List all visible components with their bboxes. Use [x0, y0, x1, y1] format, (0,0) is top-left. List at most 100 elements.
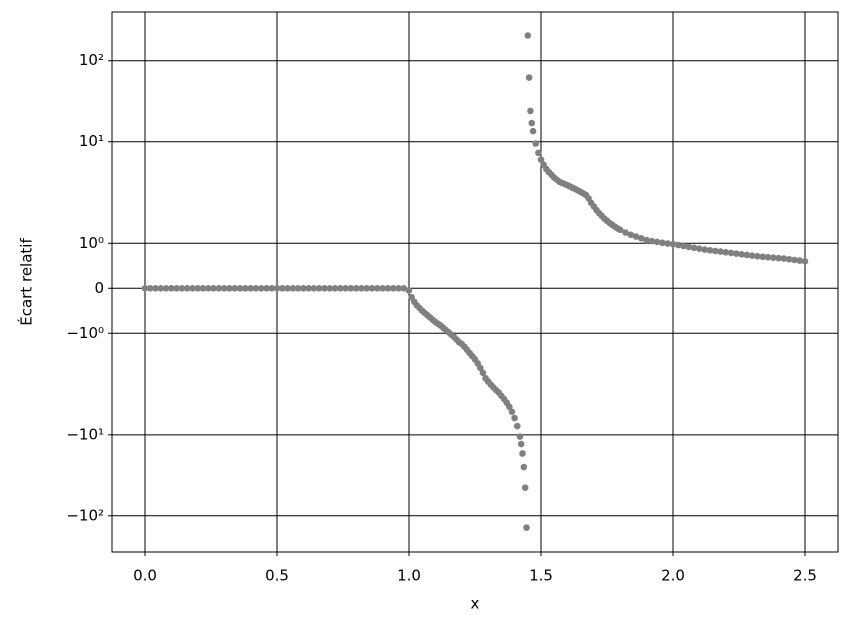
point: [532, 140, 540, 147]
point: [711, 247, 719, 255]
grid: [112, 12, 838, 552]
point: [368, 284, 376, 292]
y-tick-label: 0: [94, 279, 104, 297]
point: [696, 245, 703, 252]
point: [384, 284, 392, 292]
point: [770, 254, 777, 261]
point: [508, 408, 516, 416]
point: [189, 284, 196, 292]
point: [173, 284, 180, 292]
y-tick-label: −10⁰: [66, 324, 104, 342]
point: [638, 235, 645, 242]
point: [479, 369, 487, 377]
point: [405, 287, 413, 294]
point: [616, 226, 624, 234]
y-axis-label: Écart relatif: [17, 238, 36, 326]
point: [528, 119, 536, 127]
point: [389, 284, 397, 292]
point: [294, 284, 302, 292]
point: [674, 241, 682, 249]
point: [231, 284, 239, 292]
point: [738, 251, 745, 258]
y-tick-label: 10²: [79, 51, 104, 69]
point: [263, 284, 270, 292]
point: [342, 284, 349, 292]
point: [517, 440, 525, 448]
point: [374, 284, 381, 292]
point: [252, 284, 260, 292]
x-tick-label: 2.0: [661, 567, 685, 585]
point: [220, 284, 228, 292]
point: [537, 156, 545, 163]
point: [178, 284, 186, 292]
point: [226, 284, 233, 292]
point: [305, 284, 312, 292]
point: [743, 251, 751, 259]
point: [352, 284, 360, 292]
point: [268, 284, 276, 292]
point: [669, 240, 677, 248]
point: [215, 284, 223, 292]
point: [379, 284, 386, 292]
point: [278, 284, 286, 292]
point: [622, 229, 629, 236]
point: [680, 242, 687, 250]
point: [733, 250, 740, 257]
point: [764, 253, 772, 261]
point: [690, 244, 698, 252]
point: [257, 284, 265, 292]
y-tick-label: 10⁰: [79, 234, 104, 252]
point: [141, 284, 149, 292]
point: [273, 284, 281, 292]
x-axis-label: x: [471, 595, 480, 613]
point: [796, 257, 804, 264]
point: [157, 284, 165, 292]
point: [748, 252, 756, 259]
point: [722, 248, 730, 256]
point: [785, 255, 793, 263]
point: [759, 253, 767, 261]
point: [315, 284, 323, 292]
x-tick-label: 0.5: [265, 567, 289, 585]
point: [717, 248, 724, 255]
point: [210, 284, 217, 292]
point: [242, 284, 249, 292]
point: [146, 284, 154, 292]
point: [775, 254, 782, 262]
point: [199, 284, 207, 292]
point: [194, 284, 202, 292]
point: [284, 284, 291, 292]
point: [152, 284, 159, 292]
point: [653, 238, 661, 246]
point: [300, 284, 307, 292]
marks: [141, 32, 809, 531]
point: [727, 249, 735, 257]
point: [162, 284, 170, 292]
y-tick-label: 10¹: [79, 132, 104, 150]
x-tick-label: 2.5: [793, 567, 817, 585]
point: [363, 284, 371, 292]
point: [706, 246, 714, 254]
point: [519, 450, 526, 457]
point: [754, 253, 761, 260]
y-tick-label: −10²: [66, 506, 104, 524]
point: [236, 284, 244, 292]
point: [347, 284, 355, 292]
point: [506, 403, 513, 411]
point: [535, 149, 542, 157]
y-tick-label: −10¹: [66, 425, 104, 443]
point: [523, 524, 530, 531]
point: [627, 231, 635, 239]
point: [529, 127, 537, 135]
point: [513, 422, 521, 430]
point: [648, 237, 656, 245]
point: [358, 284, 365, 292]
point: [331, 284, 339, 292]
point: [701, 246, 708, 253]
point: [205, 284, 212, 292]
point: [664, 240, 672, 247]
x-tick-label: 1.5: [529, 567, 553, 585]
point: [520, 463, 528, 471]
point: [524, 32, 532, 39]
point: [289, 284, 297, 292]
